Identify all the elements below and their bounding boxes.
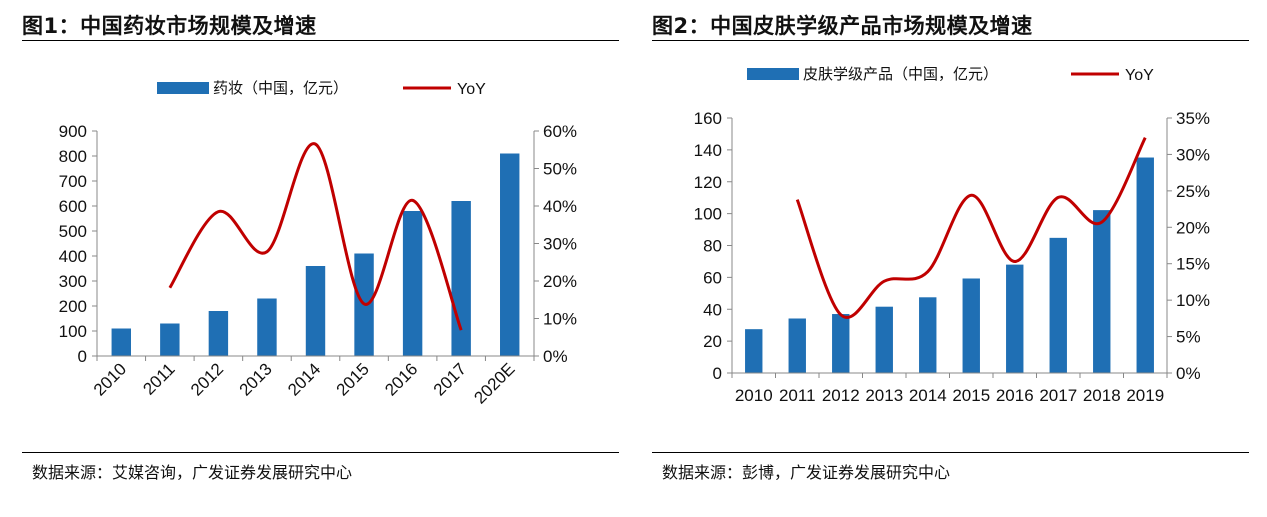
y-left-tick-label: 200 (59, 297, 87, 316)
bar-2017 (451, 201, 471, 356)
y-left-tick-label: 600 (59, 197, 87, 216)
legend-bar-label: 药妆（中国，亿元） (213, 80, 348, 97)
y-left-tick-label: 60 (703, 268, 722, 287)
x-tick-label-2017: 2017 (430, 359, 470, 399)
y-left-tick-label: 0 (713, 364, 722, 383)
legend: 药妆（中国，亿元） YoY (157, 80, 486, 98)
bar-2012 (832, 314, 850, 373)
y-right-tick-label: 30% (543, 235, 577, 254)
x-tick-label-2011: 2011 (779, 386, 816, 405)
x-tick-label-2019: 2019 (1126, 386, 1164, 405)
figure-1-bottom-rule (22, 452, 619, 453)
y-left-tick-label: 40 (703, 300, 722, 319)
bar-2014 (919, 297, 937, 373)
x-tick-label-2013: 2013 (865, 386, 903, 405)
figure-1-title: 图1：中国药妆市场规模及增速 (22, 14, 317, 38)
bar-2017 (1049, 237, 1067, 373)
figure-1-chart: 药妆（中国，亿元） YoY 0 100 200 300 400 500 600 700 800 900… (59, 80, 577, 408)
y-left-tick-label: 0 (78, 347, 87, 366)
x-tick-label-2012: 2012 (822, 386, 860, 405)
y-right-tick-label: 35% (1176, 109, 1210, 128)
y-left-tick-label: 800 (59, 147, 87, 166)
bar-2013 (875, 306, 893, 373)
bar-2011 (160, 323, 180, 356)
y-right-tick-label: 50% (543, 160, 577, 179)
y-right-tick-label: 30% (1176, 145, 1210, 164)
figure-2-panel: 图2：中国皮肤学级产品市场规模及增速 皮肤学级产品（中国，亿元） YoY 0 20 40… (652, 0, 1249, 517)
y-right-tick-label: 0% (1176, 364, 1201, 383)
bar-2020E (500, 153, 520, 356)
bar-2010 (111, 328, 131, 356)
figure-2-source: 数据来源：彭博，广发证券发展研究中心 (662, 463, 951, 482)
legend-line-label: YoY (457, 81, 486, 98)
x-tick-label-2020E: 2020E (470, 359, 518, 407)
figure-1-top-rule (22, 40, 619, 41)
legend-line-label: YoY (1125, 67, 1154, 84)
legend-bar-swatch (157, 82, 209, 94)
figure-1-panel: 图1：中国药妆市场规模及增速 药妆（中国，亿元） YoY 0 100 200 300 400… (22, 0, 619, 517)
y-right-tick-label: 10% (1176, 291, 1210, 310)
y-left-tick-label: 400 (59, 247, 87, 266)
bar-2019 (1136, 157, 1154, 373)
y-right-tick-label: 0% (543, 347, 568, 366)
y-right-tick-label: 10% (543, 310, 577, 329)
y-left-tick-label: 500 (59, 222, 87, 241)
x-tick-label-2011: 2011 (139, 359, 178, 398)
figure-2-chart: 皮肤学级产品（中国，亿元） YoY 0 20 40 60 80 100 120 140 160 0% 5… (694, 66, 1210, 405)
yoy-points (169, 144, 462, 331)
x-tick-label-2016: 2016 (381, 359, 421, 399)
x-tick-label-2014: 2014 (909, 386, 947, 405)
y-left-tick-label: 80 (703, 237, 722, 256)
legend: 皮肤学级产品（中国，亿元） YoY (747, 66, 1154, 84)
bar-2013 (257, 298, 277, 356)
bar-2016 (1006, 264, 1024, 373)
bar-2010 (745, 329, 763, 373)
x-tick-label-2017: 2017 (1039, 386, 1077, 405)
x-tick-label-2012: 2012 (187, 359, 227, 399)
figure-2-bottom-rule (652, 452, 1249, 453)
x-tick-label-2018: 2018 (1083, 386, 1121, 405)
bar-2011 (788, 318, 806, 373)
y-left-tick-label: 100 (694, 205, 722, 224)
y-left-tick-label: 900 (59, 122, 87, 141)
y-left-tick-label: 700 (59, 172, 87, 191)
bar-2012 (208, 311, 229, 356)
x-tick-label-2015: 2015 (952, 386, 990, 405)
y-left-tick-label: 20 (703, 332, 722, 351)
y-left-tick-label: 100 (59, 322, 87, 341)
y-left-tick-label: 300 (59, 272, 87, 291)
y-right-tick-label: 40% (543, 197, 577, 216)
y-right-tick-label: 5% (1176, 328, 1201, 347)
y-left-tick-label: 140 (694, 141, 722, 160)
bar-series (745, 157, 1154, 373)
bar-2016 (402, 211, 423, 356)
x-tick-label-2016: 2016 (996, 386, 1034, 405)
x-tick-label-2014: 2014 (284, 359, 324, 399)
x-tick-label-2015: 2015 (333, 359, 373, 399)
figure-2-title: 图2：中国皮肤学级产品市场规模及增速 (652, 14, 1033, 38)
legend-bar-swatch (747, 68, 799, 80)
y-right-tick-label: 20% (543, 272, 577, 291)
bar-2015 (962, 278, 980, 373)
bar-2014 (305, 266, 326, 356)
y-right-tick-label: 60% (543, 122, 577, 141)
axes: 0 100 200 300 400 500 600 700 800 900 0% 10% 20% 30% 4… (59, 122, 577, 408)
x-tick-label-2010: 2010 (90, 359, 130, 399)
y-right-tick-label: 20% (1176, 218, 1210, 237)
y-right-tick-label: 15% (1176, 255, 1210, 274)
x-tick-label-2010: 2010 (735, 386, 773, 405)
y-left-tick-label: 160 (694, 109, 722, 128)
bar-2018 (1093, 210, 1111, 373)
x-tick-label-2013: 2013 (236, 359, 276, 399)
figure-1-source: 数据来源：艾媒咨询，广发证券发展研究中心 (32, 463, 353, 482)
figure-2-top-rule (652, 40, 1249, 41)
yoy-points (797, 137, 1146, 315)
legend-bar-label: 皮肤学级产品（中国，亿元） (803, 66, 998, 83)
y-right-tick-label: 25% (1176, 182, 1210, 201)
axes: 0 20 40 60 80 100 120 140 160 0% 5% 10% 15% 20% 25% 30%… (694, 109, 1210, 405)
y-left-tick-label: 120 (694, 173, 722, 192)
